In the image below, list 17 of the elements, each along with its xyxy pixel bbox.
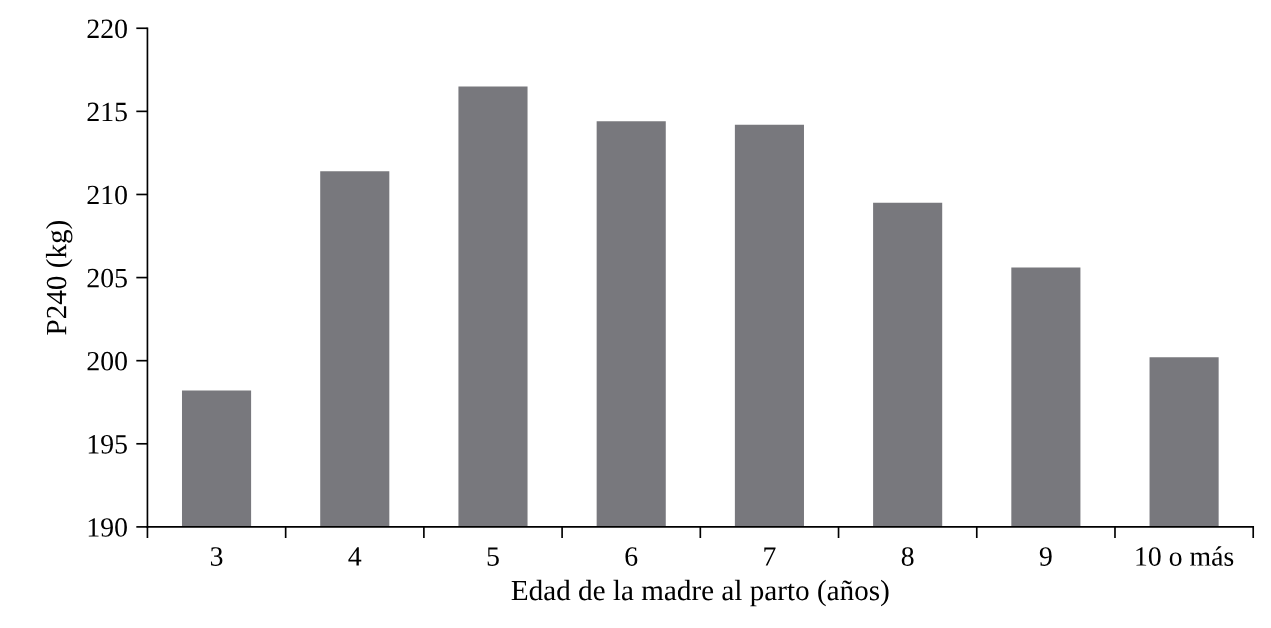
y-tick-label: 195 (88, 435, 127, 454)
y-axis-title: P240 (kg) (45, 220, 73, 335)
x-tick-label: 6 (625, 547, 638, 566)
x-tick-label: 9 (1039, 547, 1052, 566)
y-tick-label: 220 (87, 19, 127, 39)
y-tick-label: 200 (87, 351, 127, 371)
x-tick-label: 8 (901, 547, 914, 566)
x-axis-title: Edad de la madre al parto (años) (511, 579, 889, 607)
y-tick-label: 190 (88, 518, 127, 537)
x-tick-label: 7 (764, 547, 776, 566)
x-tick-label: 10 o más (1136, 546, 1234, 566)
x-tick-label: 3 (210, 547, 223, 566)
x-tick-label: 4 (348, 547, 362, 566)
y-tick-label: 215 (87, 102, 127, 122)
y-tick-label: 205 (87, 268, 127, 288)
x-tick-label: 5 (487, 547, 499, 566)
y-tick-label: 210 (87, 185, 127, 205)
